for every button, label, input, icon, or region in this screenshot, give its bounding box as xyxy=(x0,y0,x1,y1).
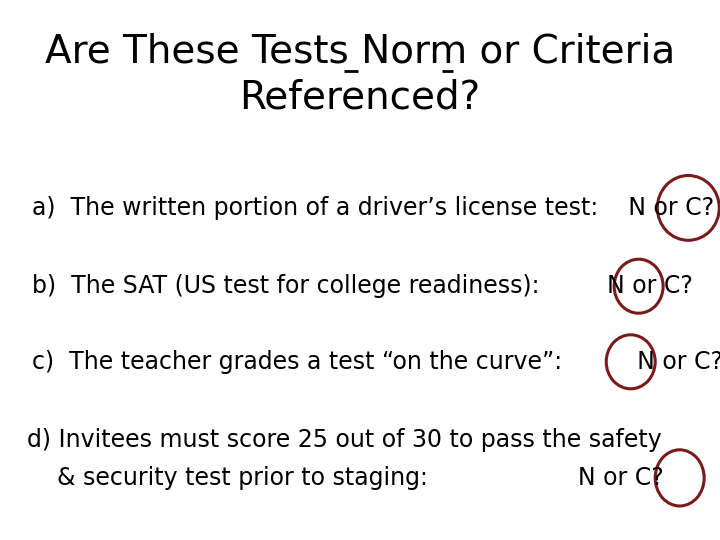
Text: Are These Tests Norm or Criteria: Are These Tests Norm or Criteria xyxy=(45,32,675,70)
Text: Referenced?: Referenced? xyxy=(239,78,481,116)
Text: a)  The written portion of a driver’s license test:    N or C?: a) The written portion of a driver’s lic… xyxy=(32,196,714,220)
Text: b)  The SAT (US test for college readiness):         N or C?: b) The SAT (US test for college readines… xyxy=(32,274,693,298)
Text: d) Invitees must score 25 out of 30 to pass the safety: d) Invitees must score 25 out of 30 to p… xyxy=(27,428,662,452)
Text: & security test prior to staging:                    N or C?: & security test prior to staging: N or C… xyxy=(27,466,664,490)
Text: c)  The teacher grades a test “on the curve”:          N or C?: c) The teacher grades a test “on the cur… xyxy=(32,350,720,374)
